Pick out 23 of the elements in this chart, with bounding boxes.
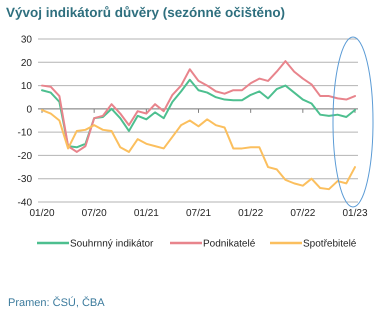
line-series	[41, 109, 356, 190]
line-series	[41, 78, 356, 148]
line-series	[41, 60, 356, 153]
chart-title: Vývoj indikátorů důvěry (sezónně očištěno)	[6, 5, 286, 20]
x-tick-label: 01/20	[29, 208, 55, 219]
x-tick-label: 01/23	[342, 208, 368, 219]
y-tick-label: -10	[18, 128, 32, 139]
legend-label: Souhrnný indikátor	[70, 238, 154, 250]
y-tick-label: -30	[18, 174, 32, 186]
x-tick-label: 07/21	[186, 208, 212, 219]
text: Pramen: ČSÚ, ČBA	[8, 296, 106, 309]
y-tick-label: 10	[20, 81, 32, 92]
x-tick-label: 01/21	[134, 208, 160, 219]
x-tick-label: 07/20	[82, 208, 108, 219]
y-tick-label: -40	[18, 198, 32, 208]
y-tick-label: 20	[20, 58, 32, 69]
x-tick-label: 01/22	[238, 208, 264, 219]
legend-label: Podnikatelé	[203, 238, 256, 250]
y-tick-label: 0	[26, 104, 32, 116]
y-tick-label: 30	[20, 34, 32, 46]
x-tick-label: 07/22	[290, 208, 316, 219]
y-tick-label: -20	[18, 150, 32, 162]
legend-label: Spotřebitelé	[303, 238, 357, 250]
